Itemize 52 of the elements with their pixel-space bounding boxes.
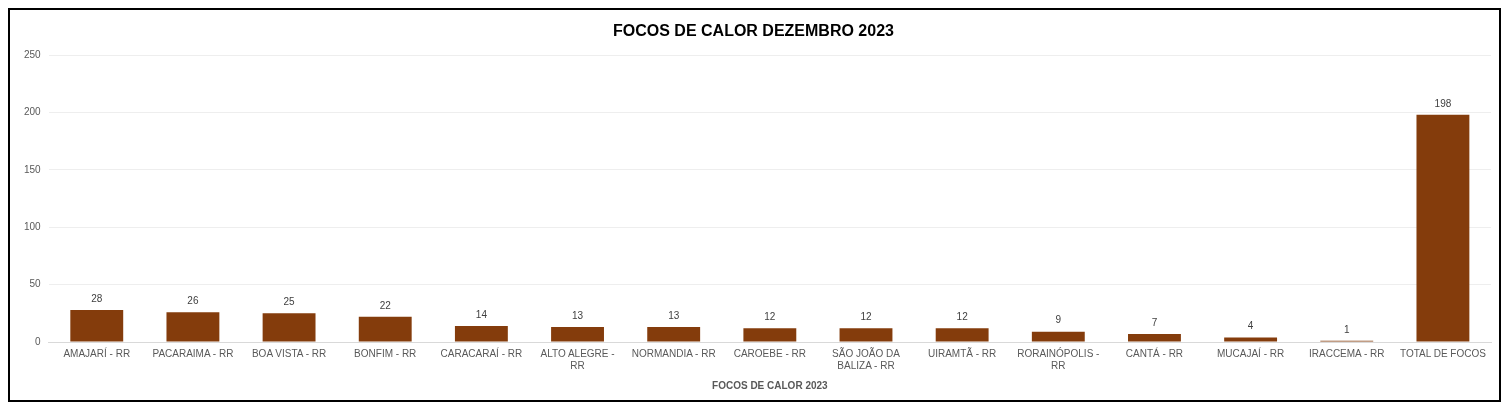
x-tick-label: MUCAJAÍ - RR: [1217, 346, 1285, 359]
x-tick-label: UIRAMTÃ - RR: [927, 346, 997, 359]
x-tick-label: CAROEBE - RR: [733, 347, 806, 359]
y-tick-label: 150: [24, 163, 42, 175]
bar: [743, 328, 797, 342]
data-label: 9: [1055, 314, 1062, 326]
bar: [1416, 114, 1470, 342]
bar: [1224, 337, 1278, 342]
data-label: 14: [475, 308, 488, 320]
bar: [262, 313, 316, 342]
data-label: 13: [668, 309, 680, 321]
y-tick-label: 200: [24, 106, 42, 118]
bar: [551, 327, 604, 342]
bar: [1031, 331, 1085, 342]
x-tick-label: CARACARAÍ - RR: [440, 346, 523, 359]
y-tick-label: 50: [29, 278, 42, 290]
data-label: 12: [764, 310, 776, 322]
data-label: 13: [571, 309, 584, 321]
bar: [358, 316, 412, 342]
x-tick-label: ALTO ALEGRE - RR: [540, 347, 615, 371]
x-axis-title: FOCOS DE CALOR 2023: [712, 379, 829, 391]
data-label: 4: [1247, 320, 1254, 332]
bar: [1128, 333, 1181, 342]
x-tick-label: CANTÁ - RR: [1125, 346, 1184, 359]
x-tick-label: TOTAL DE FOCOS: [1399, 347, 1487, 359]
x-tick-label: RORAINÓPOLIS - RR: [1017, 346, 1100, 371]
bar: [166, 312, 220, 342]
x-tick-label: PACARAIMA - RR: [152, 347, 234, 359]
bar: [70, 309, 124, 342]
data-label: 26: [187, 294, 199, 306]
chart-title: FOCOS DE CALOR DEZEMBRO 2023: [613, 22, 895, 40]
bar: [454, 325, 508, 342]
bar: [839, 328, 893, 342]
y-tick-label: 0: [35, 335, 42, 347]
data-label: 12: [956, 310, 969, 322]
data-label: 22: [379, 299, 392, 311]
x-tick-label: SÃO JOÃO DA BALIZA - RR: [832, 346, 901, 371]
data-label: 198: [1434, 97, 1452, 109]
x-tick-label: BONFIM - RR: [354, 347, 417, 359]
data-label: 7: [1151, 316, 1158, 328]
x-tick-label: BOA VISTA - RR: [251, 347, 327, 359]
x-tick-label: AMAJARÍ - RR: [63, 346, 131, 359]
data-label: 1: [1343, 323, 1350, 335]
data-label: 25: [283, 296, 296, 308]
data-label: 28: [91, 292, 103, 304]
y-tick-label: 250: [24, 48, 42, 60]
bar: [647, 327, 701, 342]
bar: [935, 328, 989, 342]
x-tick-label: IRACCEMA - RR: [1308, 347, 1385, 359]
data-label: 12: [860, 310, 872, 322]
x-tick-label: NORMANDIA - RR: [631, 347, 716, 359]
y-tick-label: 100: [24, 221, 42, 233]
